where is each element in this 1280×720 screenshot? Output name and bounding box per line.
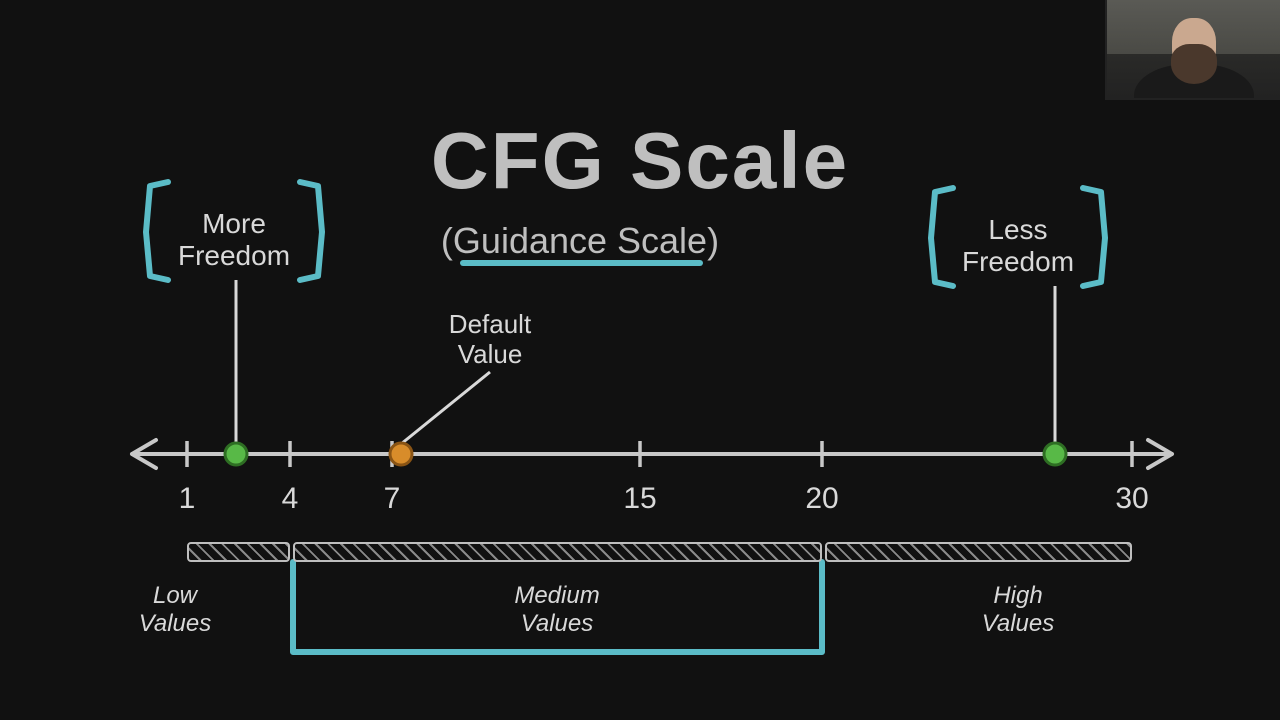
more-freedom-line1: More	[202, 208, 266, 239]
range-bar-high	[825, 542, 1132, 562]
webcam-overlay	[1105, 0, 1280, 100]
high-values-label: High Values	[982, 582, 1055, 637]
less-freedom-point	[1044, 443, 1066, 465]
default-line2: Value	[458, 339, 523, 369]
default-point	[390, 443, 412, 465]
webcam-beard	[1171, 44, 1217, 84]
right-bracket-close	[1083, 188, 1105, 286]
tick-label-30: 30	[1115, 482, 1148, 517]
medium-line1: Medium	[514, 582, 599, 609]
right-bracket-open	[931, 188, 953, 286]
high-line2: Values	[982, 610, 1055, 637]
range-bar-low	[187, 542, 290, 562]
low-line2: Values	[139, 610, 212, 637]
left-bracket-close	[300, 182, 322, 280]
default-line1: Default	[449, 309, 531, 339]
diagram-stage: CFG Scale (Guidance Scale)	[0, 0, 1280, 720]
default-connector	[401, 372, 490, 444]
tick-label-4: 4	[282, 482, 299, 517]
low-values-label: Low Values	[139, 582, 212, 637]
less-freedom-line2: Freedom	[962, 246, 1074, 277]
medium-values-label: Medium Values	[514, 582, 599, 637]
more-freedom-label: More Freedom	[178, 208, 290, 272]
more-freedom-point	[225, 443, 247, 465]
tick-label-1: 1	[179, 482, 196, 517]
default-value-label: Default Value	[449, 310, 531, 370]
medium-line2: Values	[521, 610, 594, 637]
high-line1: High	[993, 582, 1042, 609]
tick-label-15: 15	[623, 482, 656, 517]
more-freedom-line2: Freedom	[178, 240, 290, 271]
tick-label-7: 7	[384, 482, 401, 517]
tick-label-20: 20	[805, 482, 838, 517]
left-bracket-open	[146, 182, 168, 280]
less-freedom-line1: Less	[988, 214, 1047, 245]
less-freedom-label: Less Freedom	[962, 214, 1074, 278]
range-bar-medium	[293, 542, 822, 562]
low-line1: Low	[153, 582, 197, 609]
